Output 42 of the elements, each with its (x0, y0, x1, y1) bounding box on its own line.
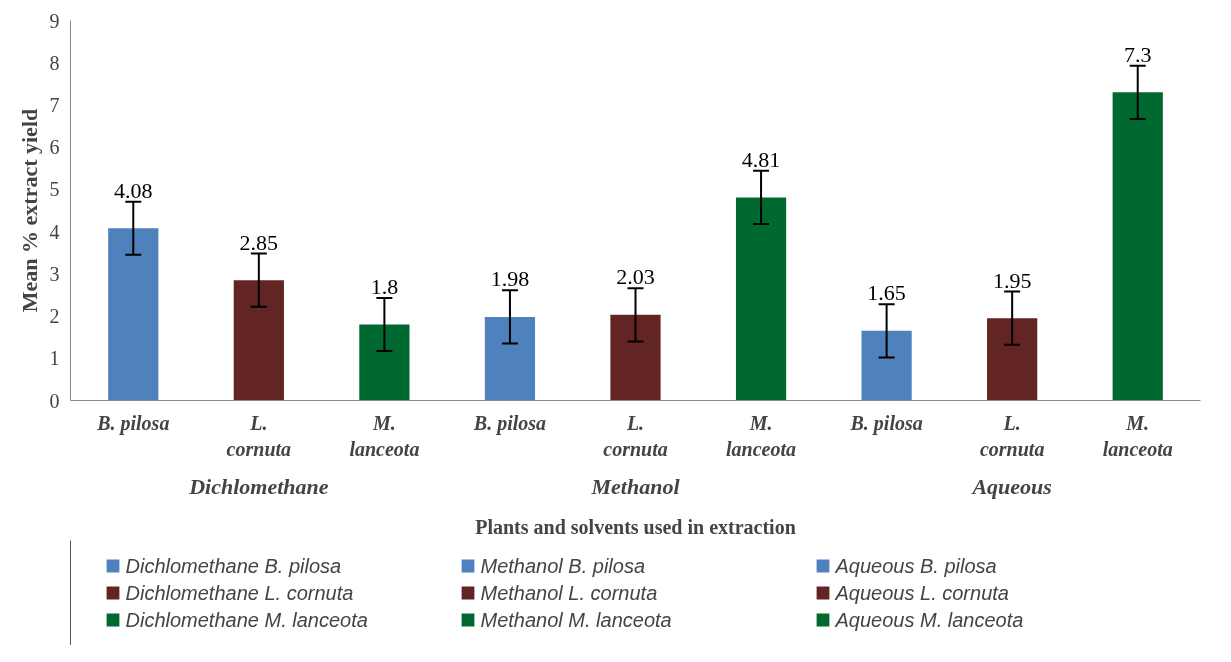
data-label: 1.65 (867, 280, 906, 306)
legend-label: Dichlomethane L. cornuta (125, 581, 355, 604)
data-label: 1.8 (370, 273, 399, 299)
x-tick-label: M. lanceota (726, 411, 797, 460)
y-tick-label: 2 (49, 305, 60, 328)
legend-label: Dichlomethane B. pilosa (125, 554, 343, 577)
x-tick-label: B. pilosa (96, 411, 170, 435)
y-tick-label: 0 (49, 389, 60, 412)
y-tick-label: 4 (49, 220, 60, 243)
legend-label: Aqueous L. cornuta (835, 581, 1010, 604)
data-label: 1.98 (490, 266, 530, 292)
data-label: 4.81 (741, 146, 781, 172)
x-tick-label: L. cornuta (603, 411, 668, 460)
legend-label: Methanol M. lanceota (480, 608, 673, 631)
legend-label: Aqueous B. pilosa (835, 554, 998, 577)
data-label: 2.03 (616, 264, 655, 290)
legend-label: Methanol L. cornuta (480, 581, 659, 604)
text: Aqueous (970, 473, 1052, 499)
x-tick-label: B. pilosa (472, 411, 547, 435)
x-tick-label: L. cornuta (226, 411, 292, 460)
x-tick-label: B. pilosa (849, 411, 923, 435)
x-tick-label: M. lanceota (1102, 411, 1173, 460)
y-tick-label: 9 (49, 9, 60, 32)
y-tick-label: 1 (49, 347, 60, 370)
y-tick-label: 5 (49, 178, 60, 201)
legend-label: Aqueous M. lanceota (835, 608, 1025, 631)
x-axis-title: Plants and solvents used in extraction (475, 515, 796, 538)
y-tick-label: 3 (49, 262, 60, 285)
text: Methanol (590, 473, 681, 499)
legend-label: Dichlomethane M. lanceota (125, 608, 369, 631)
y-tick-label: 6 (49, 136, 60, 159)
legend-label: Methanol B. pilosa (480, 554, 647, 577)
text: Dichlomethane (188, 473, 329, 499)
y-tick-label: 8 (49, 51, 60, 74)
data-label: 2.85 (239, 229, 279, 255)
data-label: 7.3 (1123, 41, 1152, 67)
x-tick-label: M. lanceota (349, 411, 420, 460)
data-label: 1.95 (992, 267, 1032, 293)
y-axis-title: Mean % extract yield (16, 108, 42, 313)
x-tick-label: L. cornuta (979, 411, 1045, 460)
y-tick-label: 7 (49, 93, 60, 116)
data-label: 4.08 (114, 177, 153, 203)
